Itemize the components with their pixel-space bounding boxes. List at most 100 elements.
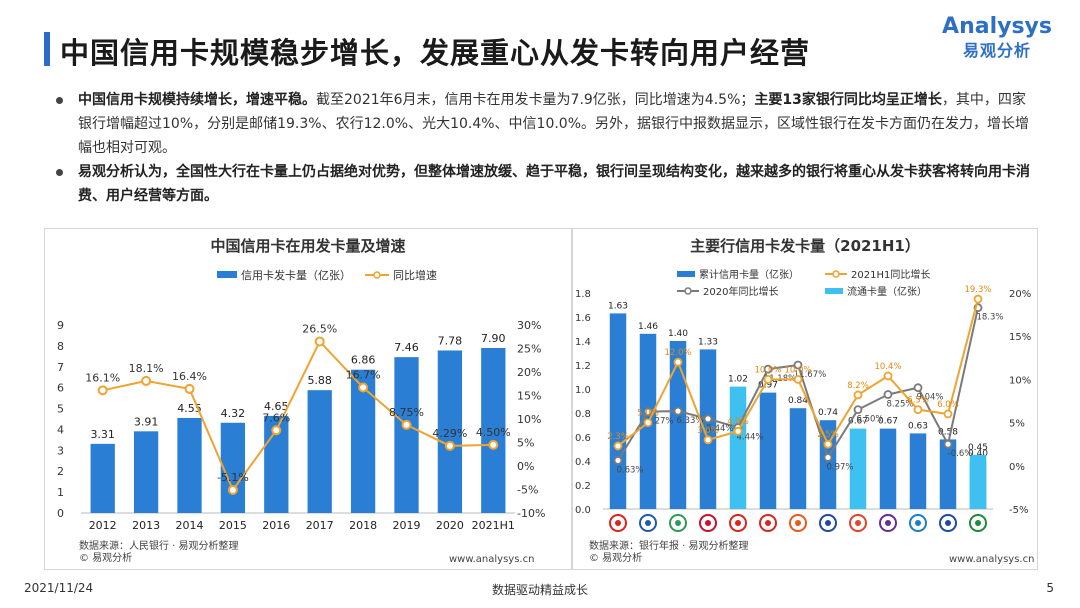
growth-2020-label: 18.3% (976, 313, 1003, 323)
y-tick-right: 25% (517, 343, 541, 356)
growth-2020-point (913, 383, 923, 393)
growth-point (184, 383, 195, 394)
y-tick-right: 10% (517, 413, 541, 426)
bank-logo-icon (699, 514, 717, 532)
y-tick-left: 0.6 (575, 433, 591, 444)
growth-label: 7.6% (262, 411, 290, 424)
legend-marker-h1 (832, 270, 840, 278)
growth-h1-point (913, 405, 923, 415)
bar-total-cards (939, 439, 957, 509)
legend-marker-2020 (684, 287, 692, 295)
bar-volume (177, 417, 202, 513)
page-title: 中国信用卡规模稳步增长，发展重心从发卡转向用户经营 (60, 36, 811, 70)
growth-point (314, 336, 325, 347)
copyright-text-right: © 易观分析 (589, 553, 643, 564)
bar-total-cards (609, 313, 627, 509)
x-tick-label: 2015 (219, 519, 247, 532)
bar-label: 0.84 (788, 396, 808, 406)
growth-h1-label: 3.0% (697, 426, 719, 436)
bar-circulating-cards (729, 386, 747, 509)
growth-h1-point (613, 441, 623, 451)
y-tick-left: 9 (57, 319, 64, 332)
y-tick-right: -5% (1009, 505, 1028, 516)
bullet-2-bold: 易观分析认为，全国性大行在卡量上仍占据绝对优势，但整体增速放缓、趋于平稳，银行间… (78, 164, 1030, 204)
growth-point (488, 439, 499, 450)
growth-label: 4.50% (476, 426, 511, 439)
source-text-right: 数据来源：银行年报 · 易观分析整理 (589, 541, 749, 552)
growth-h1-label: 6.5% (907, 396, 929, 406)
bar-label: 1.46 (638, 322, 658, 332)
y-tick-left: 1.6 (575, 313, 591, 324)
bullet-1-text-b: ，其中，四家银行增幅超过10%，分别是邮储19.3%、农行12.0%、光大10.… (78, 92, 1030, 156)
bank-logo-icon (609, 514, 627, 532)
card-volume-chart: 信用卡发卡量（亿张） 同比增速 0 1 2 3 4 5 6 7 8 9 -10% -5% 0% 5% 10% 15… (57, 268, 545, 532)
growth-h1-point (883, 371, 893, 381)
bullet-1-text-a: 截至2021年6月末，信用卡在用发卡量为7.9亿张，同比增速为4.5%； (316, 92, 755, 108)
y-tick-right: 15% (1009, 332, 1031, 343)
growth-h1-point (793, 375, 803, 384)
growth-point (97, 385, 108, 396)
copyright-text-left: © 易观分析 (79, 553, 133, 564)
y-tick-right: 30% (517, 319, 541, 332)
growth-2020-label: 0.97% (826, 462, 853, 472)
growth-h1-point (973, 294, 983, 304)
x-tick-label: 2018 (349, 519, 377, 532)
bar-label: 0.45 (968, 443, 988, 453)
logo-text-cn: 易观分析 (963, 41, 1032, 60)
growth-label: 16.7% (346, 369, 381, 382)
bar-volume (394, 357, 419, 513)
source-note-right: 数据来源：银行年报 · 易观分析整理 © 易观分析 (589, 541, 749, 565)
x-tick-label: 2019 (393, 519, 421, 532)
y-tick-left: 1.4 (575, 337, 591, 348)
bar-label-volume: 4.32 (221, 407, 246, 420)
x-tick-label: 2016 (262, 519, 290, 532)
bar-volume (481, 347, 506, 513)
y-tick-right: 20% (1009, 289, 1031, 300)
bank-logo-icon-core (945, 520, 951, 526)
y-tick-left: 7 (57, 361, 64, 374)
source-note-left: 数据来源：人民银行 · 易观分析整理 © 易观分析 (79, 541, 239, 565)
growth-2020-label: 9.04% (916, 393, 943, 403)
growth-2020-label: 5.44% (706, 424, 733, 434)
bar-volume (437, 350, 463, 513)
bank-logo-icon-core (645, 520, 651, 526)
bank-logo-icon-core (855, 520, 861, 526)
bar-label-volume: 7.90 (481, 332, 506, 345)
chart-title-card-volume: 中国信用卡在用发卡量及增速 (210, 237, 406, 255)
growth-label: 16.4% (172, 370, 207, 383)
growth-label: 18.1% (129, 362, 164, 375)
growth-2020-point (613, 455, 623, 465)
growth-2020-label: 11.67% (794, 370, 826, 380)
bar-label-volume: 6.86 (351, 354, 376, 367)
footer-date: 2021/11/24 (24, 581, 94, 595)
growth-2020-point (643, 407, 653, 417)
y-tick-left: 1.8 (575, 289, 591, 300)
bar-label: 0.74 (818, 408, 838, 418)
y-tick-left: 0.2 (575, 481, 591, 492)
bank-cards-chart: 累计信用卡量（亿张） 2021H1同比增长 2020年同比增长 流通卡量（亿张） 0.0… (575, 268, 1031, 532)
growth-label: 8.75% (389, 406, 424, 419)
bank-logo-icon-core (795, 520, 801, 526)
y-tick-right: -5% (517, 484, 538, 497)
growth-h1-point (673, 357, 683, 367)
bullet-item-1: 中国信用卡规模持续增长，增速平稳。截至2021年6月末，信用卡在用发卡量为7.9… (52, 88, 1032, 160)
bar-circulating-cards (969, 455, 987, 509)
growth-2020-point (943, 439, 953, 449)
legend-marker-growth (373, 271, 381, 279)
bank-logo-icon-core (675, 520, 681, 526)
y-tick-right: 5% (1009, 419, 1025, 430)
growth-2020-point (673, 406, 683, 416)
bar-label: 0.67 (848, 417, 868, 427)
growth-point (401, 419, 412, 430)
bullet-list: 中国信用卡规模持续增长，增速平稳。截至2021年6月末，信用卡在用发卡量为7.9… (52, 88, 1032, 208)
x-tick-label: 2020 (436, 519, 464, 532)
y-tick-left: 2 (57, 465, 64, 478)
growth-label: 26.5% (302, 322, 337, 335)
legend-label-total: 累计信用卡量（亿张） (699, 268, 799, 281)
y-tick-left: 5 (57, 403, 64, 416)
source-text-left: 数据来源：人民银行 · 易观分析整理 (79, 541, 239, 552)
growth-label: -5.1% (217, 471, 249, 484)
chart-panel-bank-cards: 主要行信用卡发卡量（2021H1） 累计信用卡量（亿张） 2021H1同比增长 20… (572, 228, 1038, 570)
bar-total-cards (759, 392, 777, 509)
growth-h1-point (943, 409, 953, 419)
